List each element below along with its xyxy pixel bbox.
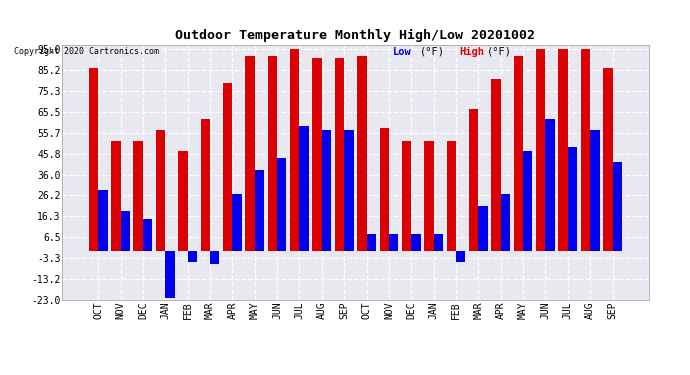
Bar (469, 109, 478, 251)
Bar (201, 119, 210, 251)
Bar (246, 56, 255, 251)
Bar (111, 141, 121, 251)
Bar (558, 49, 568, 251)
Bar (568, 147, 578, 251)
Bar (456, 251, 465, 262)
Text: Copyright 2020 Cartronics.com: Copyright 2020 Cartronics.com (14, 47, 159, 56)
Bar (523, 151, 533, 251)
Bar (613, 162, 622, 251)
Bar (446, 141, 456, 251)
Bar (322, 130, 331, 251)
Bar (89, 68, 98, 251)
Bar (268, 56, 277, 251)
Bar (165, 251, 175, 298)
Bar (402, 141, 411, 251)
Bar (178, 151, 188, 251)
Bar (536, 49, 546, 251)
Bar (513, 56, 523, 251)
Bar (98, 189, 108, 251)
Bar (277, 158, 286, 251)
Bar (590, 130, 600, 251)
Text: (°F): (°F) (420, 47, 444, 57)
Bar (491, 79, 501, 251)
Bar (233, 194, 241, 251)
Bar (223, 83, 233, 251)
Bar (313, 58, 322, 251)
Bar (433, 234, 443, 251)
Bar (299, 126, 309, 251)
Bar (357, 56, 366, 251)
Bar (344, 130, 353, 251)
Bar (366, 234, 376, 251)
Bar (424, 141, 433, 251)
Bar (143, 219, 152, 251)
Bar (501, 194, 510, 251)
Bar (121, 211, 130, 251)
Text: Low: Low (393, 47, 412, 57)
Bar (133, 141, 143, 251)
Text: (°F): (°F) (486, 47, 511, 57)
Bar (411, 234, 421, 251)
Bar (210, 251, 219, 264)
Bar (478, 207, 488, 251)
Bar (156, 130, 165, 251)
Bar (188, 251, 197, 262)
Bar (603, 68, 613, 251)
Bar (380, 128, 389, 251)
Bar (255, 170, 264, 251)
Bar (581, 49, 590, 251)
Bar (546, 119, 555, 251)
Bar (389, 234, 398, 251)
Title: Outdoor Temperature Monthly High/Low 20201002: Outdoor Temperature Monthly High/Low 202… (175, 29, 535, 42)
Bar (335, 58, 344, 251)
Text: High: High (459, 47, 484, 57)
Bar (290, 49, 299, 251)
